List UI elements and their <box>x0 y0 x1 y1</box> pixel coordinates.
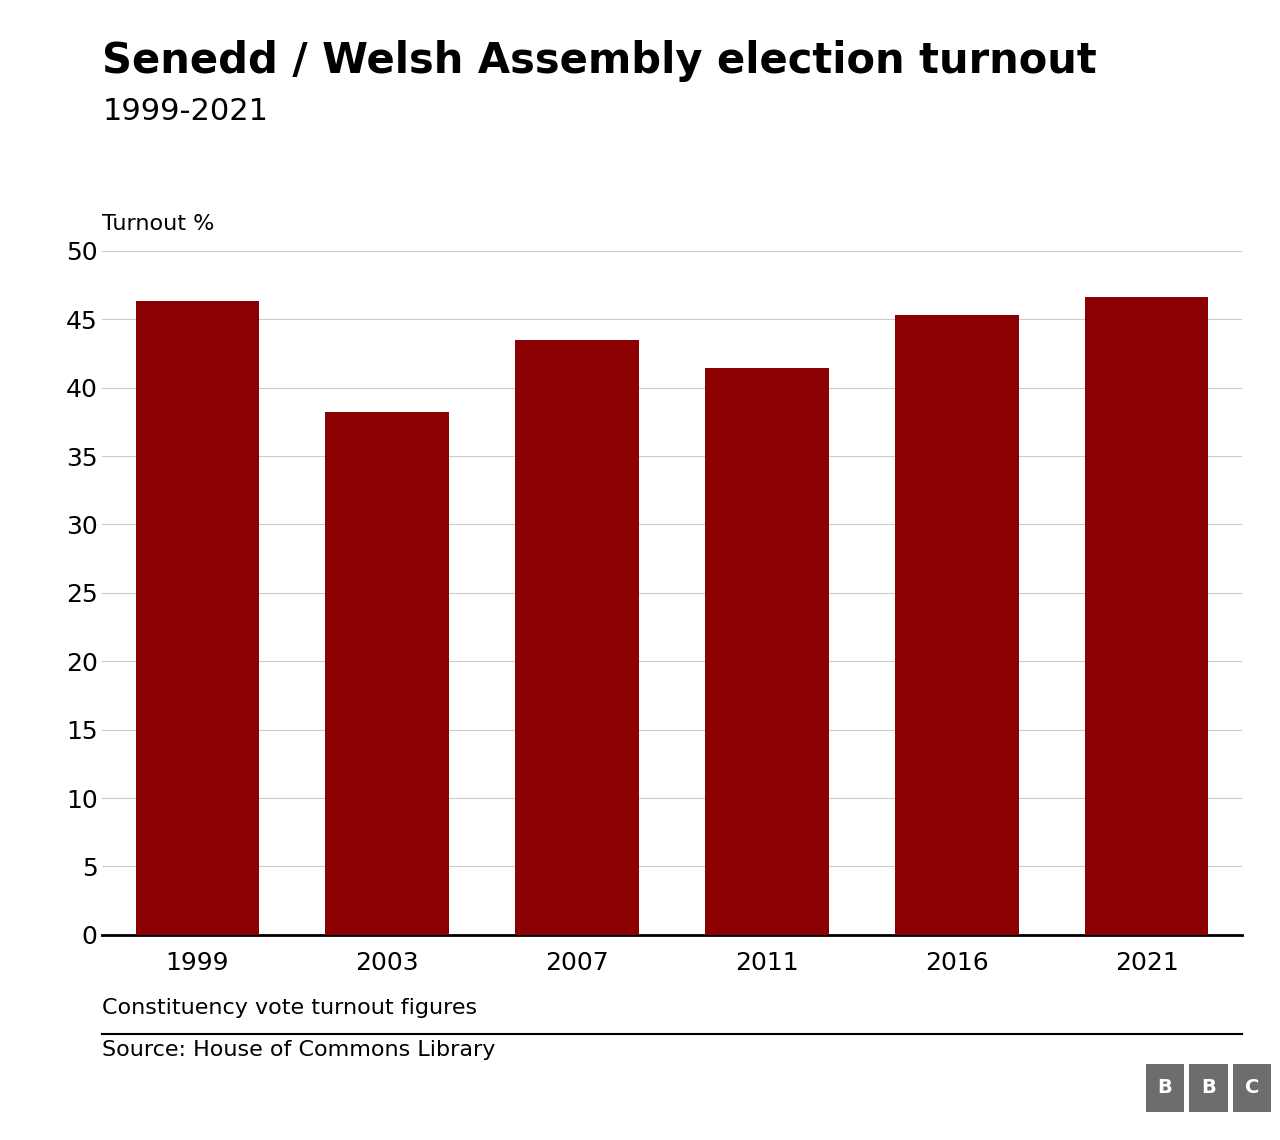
Text: Senedd / Welsh Assembly election turnout: Senedd / Welsh Assembly election turnout <box>102 40 1097 82</box>
Bar <box>516 340 639 935</box>
Bar <box>705 368 828 935</box>
Bar <box>136 301 259 935</box>
Text: C: C <box>1244 1078 1260 1097</box>
Bar <box>895 315 1019 935</box>
Text: 1999-2021: 1999-2021 <box>102 97 269 125</box>
Bar <box>1085 298 1208 935</box>
Text: Turnout %: Turnout % <box>102 213 215 234</box>
Text: B: B <box>1157 1078 1172 1097</box>
Text: B: B <box>1201 1078 1216 1097</box>
Bar <box>325 413 449 935</box>
Text: Constituency vote turnout figures: Constituency vote turnout figures <box>102 998 477 1018</box>
Text: Source: House of Commons Library: Source: House of Commons Library <box>102 1040 495 1060</box>
